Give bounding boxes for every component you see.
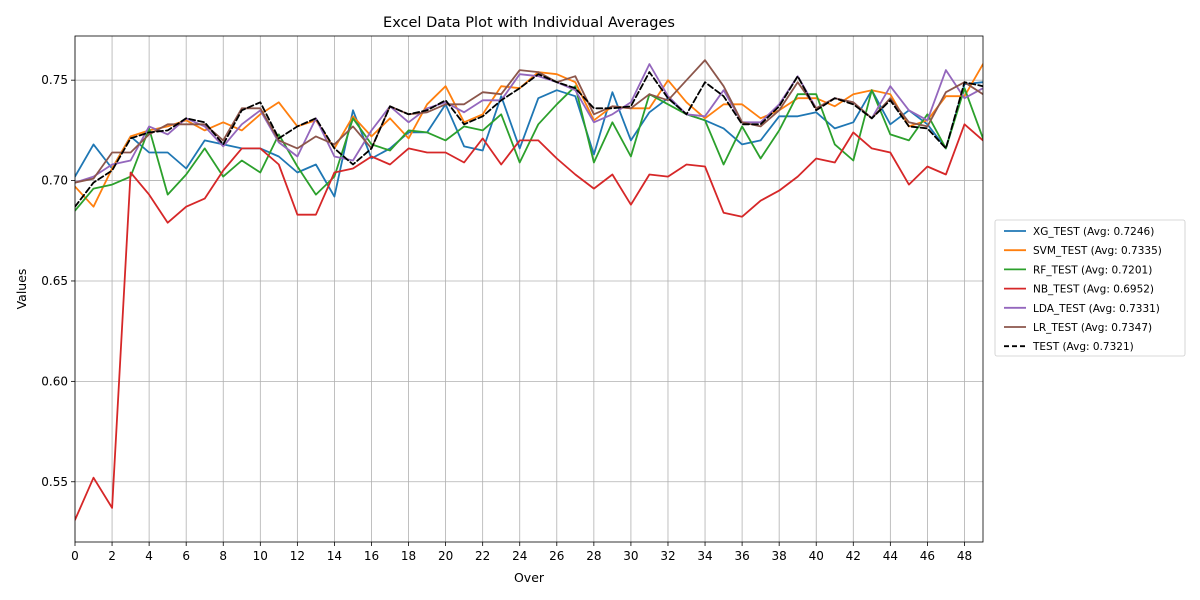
x-axis-ticks: 0 2 4 6 8 10 12 14 16 18 20 22 24 26 28 30 32 34 36 38 40 42 4… <box>71 542 972 563</box>
series-line-3 <box>75 123 983 521</box>
x-tick-label: 20 <box>438 549 453 563</box>
y-tick-label: 0.55 <box>41 475 68 489</box>
series-layer <box>75 59 983 521</box>
x-tick-label: 26 <box>549 549 564 563</box>
x-tick-label: 36 <box>734 549 749 563</box>
x-tick-label: 24 <box>512 549 527 563</box>
x-tick-label: 18 <box>401 549 416 563</box>
x-tick-label: 40 <box>809 549 824 563</box>
y-tick-label: 0.65 <box>41 274 68 288</box>
legend-box <box>994 219 1186 357</box>
y-tick-label: 0.70 <box>41 174 68 188</box>
x-tick-label: 44 <box>883 549 898 563</box>
x-tick-label: 10 <box>253 549 268 563</box>
series-line-1 <box>75 63 983 208</box>
series-line-6 <box>75 71 983 208</box>
legend-entry-label: RF_TEST (Avg: 0.7201) <box>1033 264 1152 276</box>
legend-entry-label: LR_TEST (Avg: 0.7347) <box>1033 322 1152 334</box>
x-tick-label: 12 <box>290 549 305 563</box>
grid-lines <box>74 36 983 542</box>
y-tick-label: 0.60 <box>41 374 68 388</box>
series-line-0 <box>75 81 983 198</box>
x-tick-label: 8 <box>219 549 227 563</box>
x-tick-label: 2 <box>108 549 116 563</box>
plot-frame <box>74 35 984 543</box>
x-tick-label: 34 <box>697 549 712 563</box>
y-tick-label: 0.75 <box>41 73 68 87</box>
y-axis-ticks: 0.55 0.60 0.65 0.70 0.75 <box>41 73 75 489</box>
x-axis-label: Over <box>514 570 545 585</box>
x-tick-label: 4 <box>145 549 153 563</box>
legend-entry-label: SVM_TEST (Avg: 0.7335) <box>1033 245 1162 257</box>
x-tick-label: 46 <box>920 549 935 563</box>
x-tick-label: 42 <box>846 549 861 563</box>
series-line-2 <box>75 85 983 212</box>
x-tick-label: 30 <box>623 549 638 563</box>
x-tick-label: 32 <box>660 549 675 563</box>
x-tick-label: 6 <box>182 549 190 563</box>
legend-entry-label: LDA_TEST (Avg: 0.7331) <box>1033 303 1160 315</box>
legend-entry-label: TEST (Avg: 0.7321) <box>1032 341 1134 353</box>
x-tick-label: 48 <box>957 549 972 563</box>
legend-entry-label: NB_TEST (Avg: 0.6952) <box>1033 284 1154 296</box>
x-tick-label: 22 <box>475 549 490 563</box>
y-axis-label: Values <box>14 269 29 310</box>
x-tick-label: 38 <box>772 549 787 563</box>
chart-title: Excel Data Plot with Individual Averages <box>383 15 675 31</box>
x-tick-label: 14 <box>327 549 342 563</box>
legend: XG_TEST (Avg: 0.7246) SVM_TEST (Avg: 0.73… <box>994 219 1186 357</box>
legend-entry-label: XG_TEST (Avg: 0.7246) <box>1033 226 1154 238</box>
x-tick-label: 16 <box>364 549 379 563</box>
x-tick-label: 28 <box>586 549 601 563</box>
x-tick-label: 0 <box>71 549 79 563</box>
